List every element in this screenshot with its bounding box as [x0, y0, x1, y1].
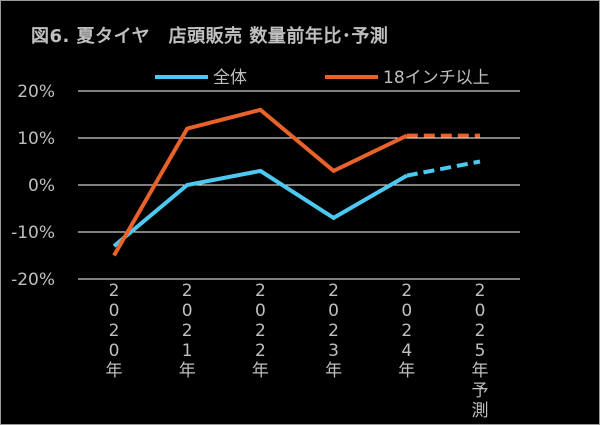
y-tick-label: -10% [11, 223, 55, 243]
chart-title: 図6. 夏タイヤ 店頭販売 数量前年比･予測 [31, 26, 389, 47]
x-tick-label: 2 0 2 5 年予測 [472, 281, 489, 421]
legend-label: 18インチ以上 [383, 68, 490, 88]
y-tick-label: 20% [17, 82, 55, 102]
series-forecast-all [406, 159, 481, 178]
series-line-18inch [112, 107, 408, 257]
y-tick-label: -20% [11, 270, 55, 290]
y-tick-label: 0% [28, 176, 55, 196]
series-line-all [112, 168, 408, 248]
y-tick-label: 10% [17, 129, 55, 149]
legend-label: 全体 [213, 68, 247, 88]
